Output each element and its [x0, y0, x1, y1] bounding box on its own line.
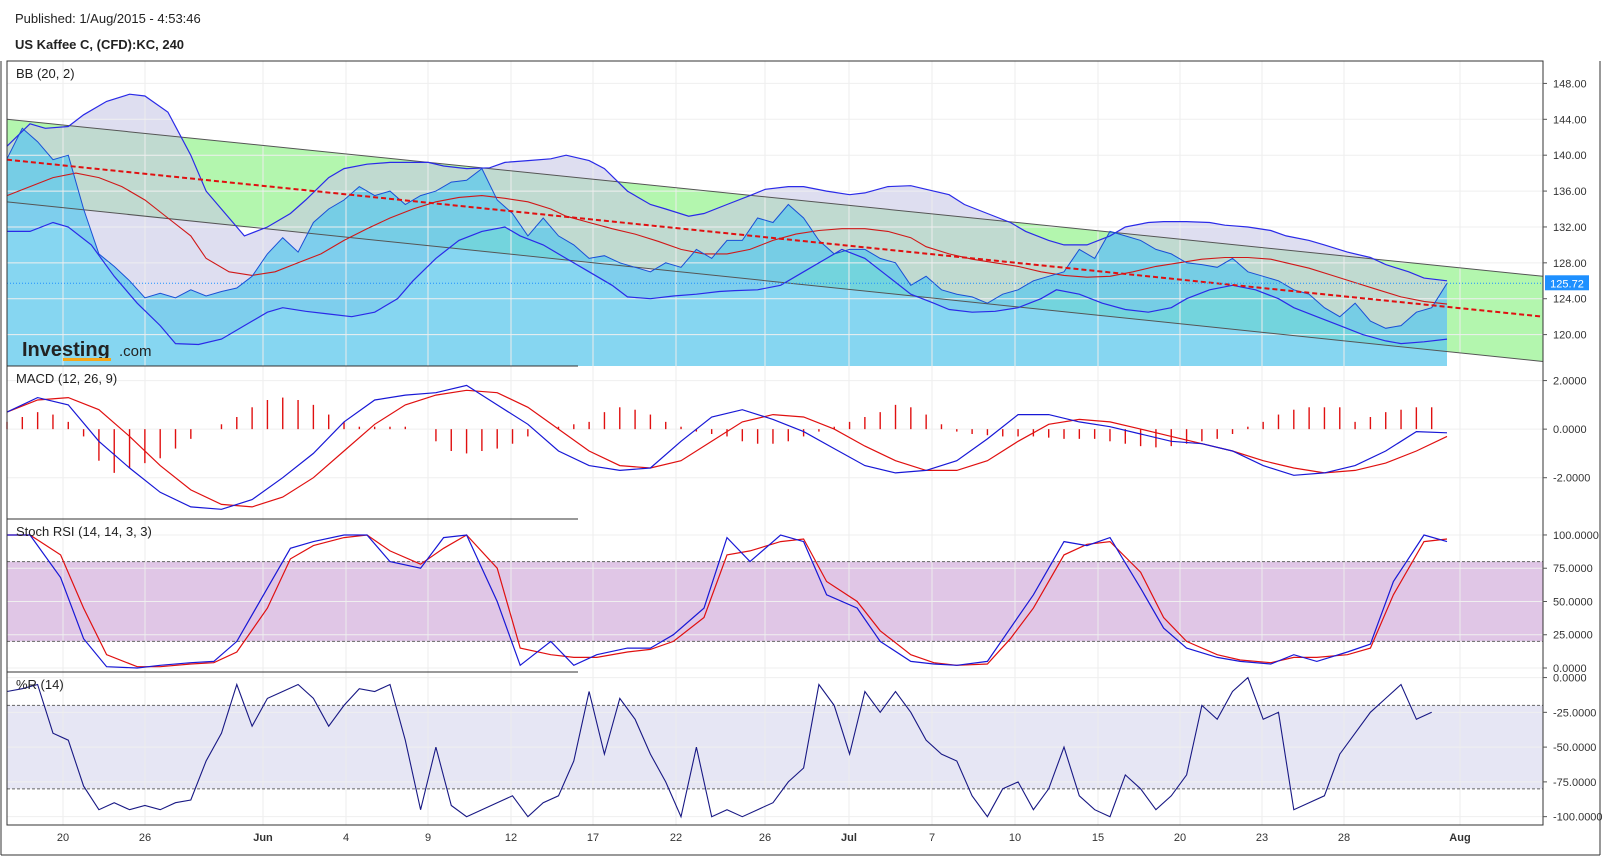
y-axis-label: 148.00 — [1553, 78, 1587, 90]
y-axis-label: 144.00 — [1553, 114, 1587, 126]
channel-upper-line — [6, 118, 1544, 277]
x-axis-label: 28 — [1338, 832, 1350, 844]
x-axis-label: 7 — [929, 832, 935, 844]
x-axis-label: 26 — [139, 832, 151, 844]
logo-text: Investing — [22, 339, 110, 361]
x-axis-label: 22 — [670, 832, 682, 844]
x-axis-label: 10 — [1009, 832, 1021, 844]
y-axis-label: -2.0000 — [1553, 473, 1590, 485]
x-axis-label: Aug — [1449, 832, 1470, 844]
x-axis-label: 17 — [587, 832, 599, 844]
y-axis-label: 128.00 — [1553, 258, 1587, 270]
x-axis-label: Jun — [253, 832, 273, 844]
stoch-k-line — [7, 534, 1448, 669]
y-axis-label: 0.0000 — [1553, 663, 1587, 675]
bollinger-upper-line — [6, 93, 1448, 282]
y-axis-label: 2.0000 — [1553, 376, 1587, 388]
y-axis-label: -100.0000 — [1553, 812, 1603, 824]
y-axis-label: 100.0000 — [1553, 530, 1599, 542]
pane-title: MACD (12, 26, 9) — [16, 371, 117, 386]
trend-line — [6, 158, 1544, 318]
x-axis-label: 20 — [1174, 832, 1186, 844]
chart-symbol-title: US Kaffee C, (CFD):KC, 240 — [15, 37, 185, 52]
williams-r-line — [6, 676, 1432, 819]
published-timestamp: Published: 1/Aug/2015 - 4:53:46 — [15, 11, 201, 26]
y-axis-label: 0.0000 — [1553, 424, 1587, 436]
bollinger-middle-line — [6, 172, 1448, 305]
macd-line — [6, 384, 1448, 510]
y-axis-label: 132.00 — [1553, 222, 1587, 234]
x-axis-label: 4 — [343, 832, 349, 844]
macd-signal-line — [6, 389, 1448, 508]
last-price-badge — [1545, 275, 1589, 291]
pane-title: Stoch RSI (14, 14, 3, 3) — [16, 524, 152, 539]
x-axis-label: 9 — [425, 832, 431, 844]
y-axis-label: 0.0000 — [1553, 673, 1587, 685]
y-axis-label: -25.0000 — [1553, 707, 1596, 719]
y-axis-label: 120.00 — [1553, 330, 1587, 342]
y-axis-label: 25.0000 — [1553, 630, 1593, 642]
y-axis-label: -75.0000 — [1553, 777, 1596, 789]
logo-suffix: .com — [119, 343, 152, 360]
price-area-fill — [7, 128, 1447, 366]
y-axis-label: 140.00 — [1553, 150, 1587, 162]
bollinger-lower-line — [7, 221, 1448, 346]
price-line — [6, 127, 1448, 329]
y-axis-label: 75.0000 — [1553, 563, 1593, 575]
pane-title: %R (14) — [16, 677, 64, 692]
x-axis-label: 26 — [759, 832, 771, 844]
chart-frame — [6, 60, 1544, 826]
x-axis-label: 20 — [57, 832, 69, 844]
y-axis-label: -50.0000 — [1553, 742, 1596, 754]
logo-underline-icon — [63, 358, 111, 361]
stoch-d-line — [7, 534, 1448, 668]
x-axis-label: 23 — [1256, 832, 1268, 844]
x-axis-label: 15 — [1092, 832, 1104, 844]
last-price-label: 125.72 — [1550, 278, 1584, 290]
pane-title: BB (20, 2) — [16, 66, 75, 81]
y-axis-label: 50.0000 — [1553, 596, 1593, 608]
x-axis-label: 12 — [505, 832, 517, 844]
y-axis-label: 124.00 — [1553, 294, 1587, 306]
investing-logo: Investing .com — [22, 339, 152, 361]
y-axis-label: 136.00 — [1553, 186, 1587, 198]
x-axis-label: Jul — [841, 832, 857, 844]
